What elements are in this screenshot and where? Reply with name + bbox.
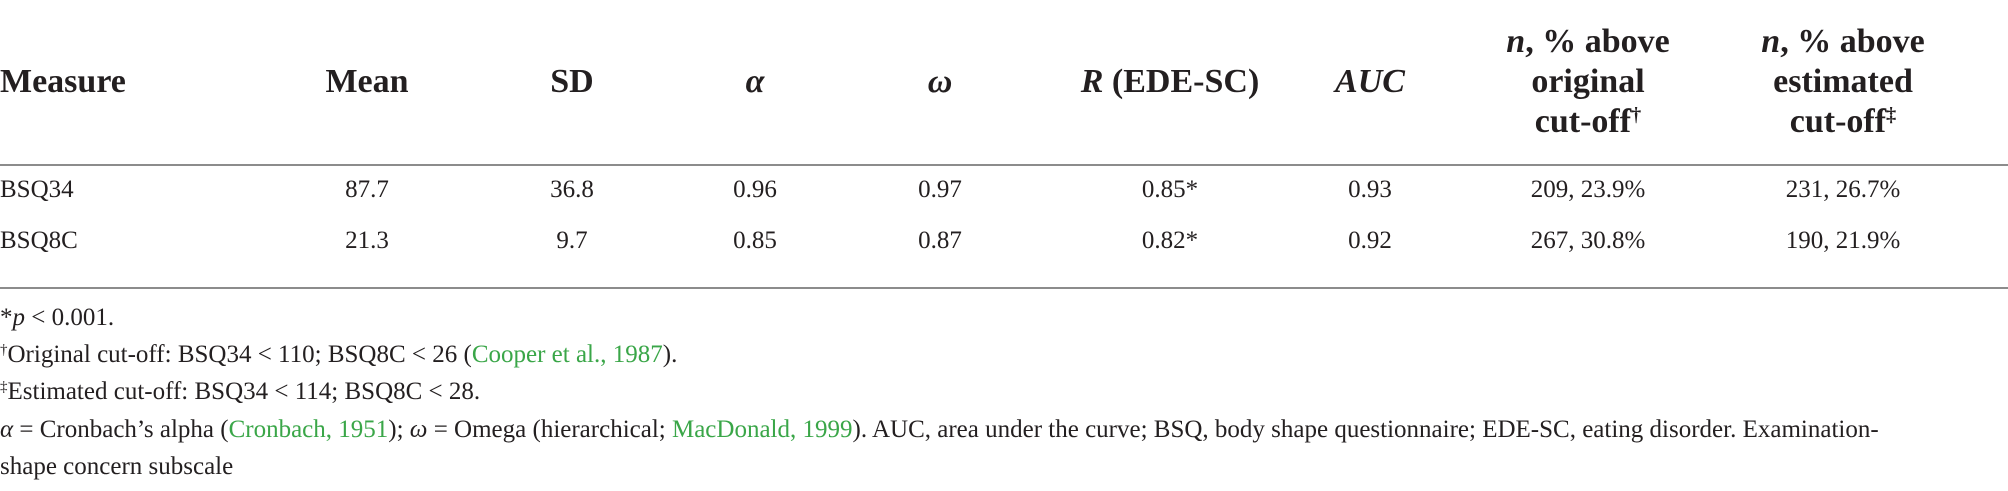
footnote-abbreviations-continued: shape concern subscale: [0, 453, 234, 480]
footnote-estimated-cutoff: ‡Estimated cut-off: BSQ34 < 114; BSQ8C <…: [0, 378, 481, 405]
cell-mean: 87.7: [345, 176, 389, 203]
cell-auc: 0.92: [1348, 227, 1392, 254]
cell-measure: BSQ8C: [0, 227, 78, 254]
header-alpha: α: [640, 62, 870, 102]
header-omega-symbol: ω: [927, 63, 953, 100]
header-above-estimated: n, % above estimated cut-off‡: [1688, 22, 1998, 142]
citation-link-cronbach[interactable]: Cronbach, 1951: [228, 416, 389, 443]
header-above-estimated-line3: cut-off‡: [1789, 103, 1897, 140]
header-rule: [0, 164, 2008, 166]
cell-above-estimated: 231, 26.7%: [1785, 176, 1901, 203]
cell-mean: 21.3: [345, 227, 389, 254]
cell-measure: BSQ34: [0, 176, 74, 203]
header-measure: Measure: [0, 63, 126, 100]
header-above-original: n, % above original cut-off†: [1438, 22, 1738, 142]
cell-r: 0.82*: [1141, 227, 1199, 254]
header-sd: SD: [550, 63, 594, 100]
citation-link-macdonald[interactable]: MacDonald, 1999: [671, 416, 853, 443]
double-dagger-mark: ‡: [0, 378, 8, 395]
header-alpha-symbol: α: [745, 63, 765, 100]
header-above-original-line2: original: [1531, 63, 1645, 100]
footnote-p-value: *p < 0.001.: [0, 304, 115, 331]
cell-above-estimated: 190, 21.9%: [1785, 227, 1901, 254]
bottom-rule: [0, 287, 2008, 289]
cell-auc: 0.93: [1348, 176, 1392, 203]
cell-alpha: 0.85: [733, 227, 777, 254]
header-auc: AUC: [1240, 62, 1500, 102]
cell-above-original: 209, 23.9%: [1530, 176, 1646, 203]
header-above-original-line1: n, % above: [1506, 23, 1670, 60]
cell-omega: 0.87: [918, 227, 962, 254]
footnote-original-cutoff: †Original cut-off: BSQ34 < 110; BSQ8C < …: [0, 341, 678, 368]
header-r-symbol: R: [1080, 63, 1104, 100]
header-above-estimated-line1: n, % above: [1761, 23, 1925, 60]
cell-above-original: 267, 30.8%: [1530, 227, 1646, 254]
header-r-label: (EDE-SC): [1111, 63, 1260, 100]
cell-sd: 9.7: [556, 227, 588, 254]
header-above-original-line3: cut-off†: [1534, 103, 1642, 140]
header-omega: ω: [825, 62, 1055, 102]
cell-alpha: 0.96: [733, 176, 777, 203]
dagger-mark: †: [0, 341, 8, 358]
double-dagger-mark: ‡: [1886, 103, 1897, 126]
citation-link-cooper[interactable]: Cooper et al., 1987: [471, 341, 663, 368]
dagger-mark: †: [1631, 103, 1642, 126]
cell-omega: 0.97: [918, 176, 962, 203]
header-mean: Mean: [325, 63, 409, 100]
cell-sd: 36.8: [550, 176, 594, 203]
header-above-estimated-line2: estimated: [1773, 63, 1913, 100]
footnote-abbreviations: α = Cronbach’s alpha (Cronbach, 1951); ω…: [0, 416, 1879, 443]
header-auc-label: AUC: [1335, 63, 1405, 100]
cell-r: 0.85*: [1141, 176, 1199, 203]
header-r-ede-sc: R (EDE-SC): [1005, 62, 1335, 102]
